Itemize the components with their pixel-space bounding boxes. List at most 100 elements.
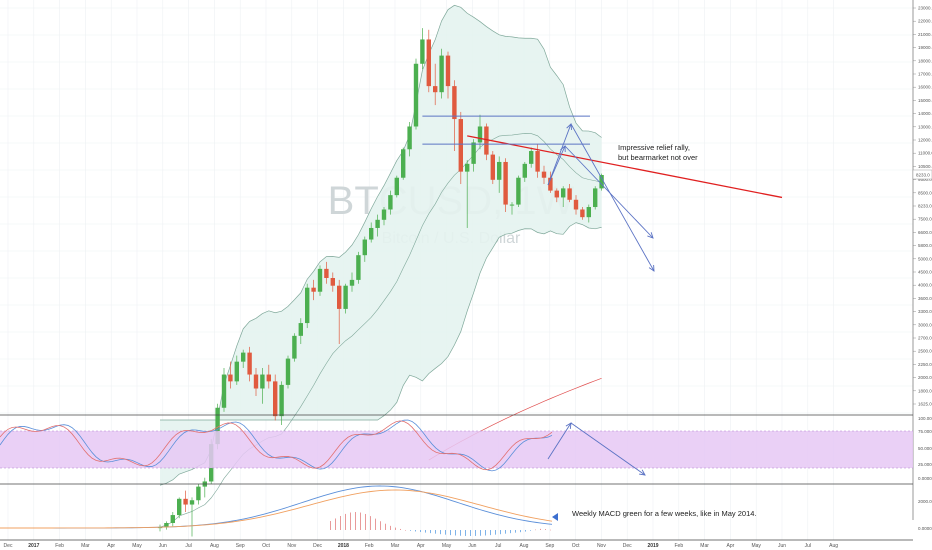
candle-body [183, 498, 188, 505]
candle-body [554, 190, 559, 198]
candle-body [164, 523, 169, 528]
macd-histogram-bar [350, 512, 351, 530]
candle-body [471, 142, 476, 164]
time-tick-label: May [751, 543, 761, 549]
time-tick-label: Sep [236, 543, 245, 549]
price-tick-label: 9500.0 [918, 177, 932, 182]
candle-body [465, 163, 470, 172]
macd-histogram-bar [365, 513, 366, 530]
time-tick-label: Feb [674, 543, 683, 549]
time-tick-label: Oct [572, 543, 580, 549]
price-tick-label: 2700.0 [918, 336, 932, 341]
macd-histogram-bar [540, 528, 541, 530]
macd-histogram-bar [405, 529, 406, 531]
price-tick-label: 19000.0 [918, 45, 932, 50]
macd-line [0, 485, 553, 529]
price-tick-label: 8500.0 [918, 190, 932, 195]
macd-histogram-bar [380, 521, 381, 530]
macd-histogram-bar [375, 518, 376, 530]
price-tick-label: 15000.0 [918, 98, 932, 103]
candle-body [247, 352, 252, 375]
macd-histogram-bar [545, 529, 546, 530]
stoch-tick-label: 25.0000 [918, 462, 932, 467]
time-tick-label: Feb [55, 543, 64, 549]
candle-body [343, 285, 348, 309]
time-tick-label: Jun [778, 543, 786, 549]
candles [157, 28, 604, 537]
time-tick-label: Sep [545, 543, 554, 549]
arrow-head [647, 232, 654, 239]
macd-histogram-bar [395, 527, 396, 530]
candle-body [426, 39, 431, 87]
price-tick-label: 14000.0 [918, 111, 932, 116]
stoch-rsi-axis: 100.0000 75.0000 50.0000 25.0000 0.0000 [918, 416, 932, 481]
candle-body [273, 381, 278, 417]
time-tick-label: Dec [4, 543, 13, 549]
candle-body [330, 278, 335, 286]
macd-tick-label: 0.0000 [918, 526, 932, 531]
candle-body [477, 126, 483, 143]
candle-body [253, 374, 259, 389]
time-tick-label: 2019 [647, 543, 658, 549]
time-tick-label: Feb [365, 543, 374, 549]
macd-histogram-bar [355, 512, 356, 530]
annotation-line-1: Impressive relief rally, [618, 143, 690, 152]
time-tick-label: Aug [520, 543, 529, 549]
stoch-tick-label: 75.0000 [918, 429, 932, 434]
candle-body [337, 285, 342, 309]
candle-body [279, 384, 284, 417]
price-tick-label: 3600.0 [918, 296, 932, 301]
candle-body [375, 219, 380, 228]
price-tick-label: 1800.0 [918, 388, 932, 393]
macd-histogram-bar [445, 530, 446, 535]
candle-body [349, 279, 355, 286]
price-tick-label: 21000.0 [918, 32, 932, 37]
candle-body [522, 163, 527, 178]
candle-body [509, 204, 515, 206]
time-tick-label: Oct [262, 543, 270, 549]
macd-histogram-bar [485, 530, 486, 536]
time-tick-label: Dec [623, 543, 632, 549]
candle-body [215, 407, 220, 445]
stoch-arrow [547, 422, 572, 460]
macd-histogram-bar [360, 512, 361, 530]
price-tick-label: 12000.0 [918, 138, 932, 143]
stoch-arrow-head [639, 469, 646, 476]
time-tick-label: Dec [313, 543, 322, 549]
projection-arrow [547, 123, 572, 186]
candle-body [567, 188, 572, 200]
candle-body [541, 171, 547, 178]
macd-histogram-bar [335, 518, 336, 530]
macd-histogram-bar [420, 530, 421, 533]
price-tick-label: 4000.0 [918, 283, 932, 288]
time-tick-label: May [132, 543, 142, 549]
macd-histogram-bar [460, 530, 461, 536]
macd-histogram-bar [400, 528, 401, 530]
macd-histogram-bar [470, 530, 471, 536]
candle-body [458, 119, 463, 172]
candle-body [221, 374, 227, 408]
candle-body [433, 86, 438, 93]
macd-histogram-bar [450, 530, 451, 536]
candle-body [548, 177, 553, 191]
time-tick-label: 2017 [28, 543, 39, 549]
macd-histogram-bar [490, 530, 491, 536]
time-tick-label: Jun [159, 543, 167, 549]
macd-histogram-bar [500, 530, 501, 535]
price-tick-label: 8233.0 [918, 204, 932, 209]
time-tick-label: Aug [210, 543, 219, 549]
price-tick-label: 5000.0 [918, 256, 932, 261]
candle-body [189, 500, 195, 505]
macd-axis: 2000.0000 0.0000 [918, 499, 932, 531]
macd-histogram-bar [440, 530, 441, 535]
stoch-rsi-lines [0, 419, 646, 476]
candle-body [177, 498, 182, 516]
time-tick-label: Jul [185, 543, 191, 549]
candle-body [599, 175, 604, 189]
stoch-rsi-band [0, 431, 913, 468]
drawings [422, 115, 783, 199]
time-tick-label: Apr [417, 543, 425, 549]
candle-body [381, 209, 387, 220]
candle-body [452, 86, 457, 120]
candle-body [561, 188, 566, 198]
